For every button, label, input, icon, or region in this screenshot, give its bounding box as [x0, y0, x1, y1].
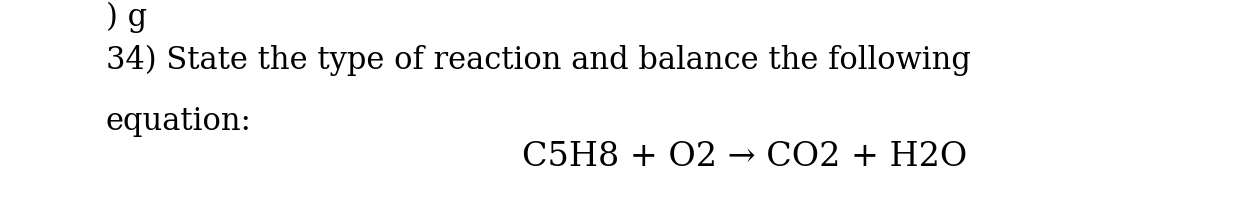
Text: ) g: ) g	[106, 2, 147, 33]
Text: 34) State the type of reaction and balance the following: 34) State the type of reaction and balan…	[106, 45, 970, 76]
Text: equation:: equation:	[106, 106, 251, 137]
Text: C5H8 + O2 → CO2 + H2O: C5H8 + O2 → CO2 + H2O	[522, 141, 966, 173]
